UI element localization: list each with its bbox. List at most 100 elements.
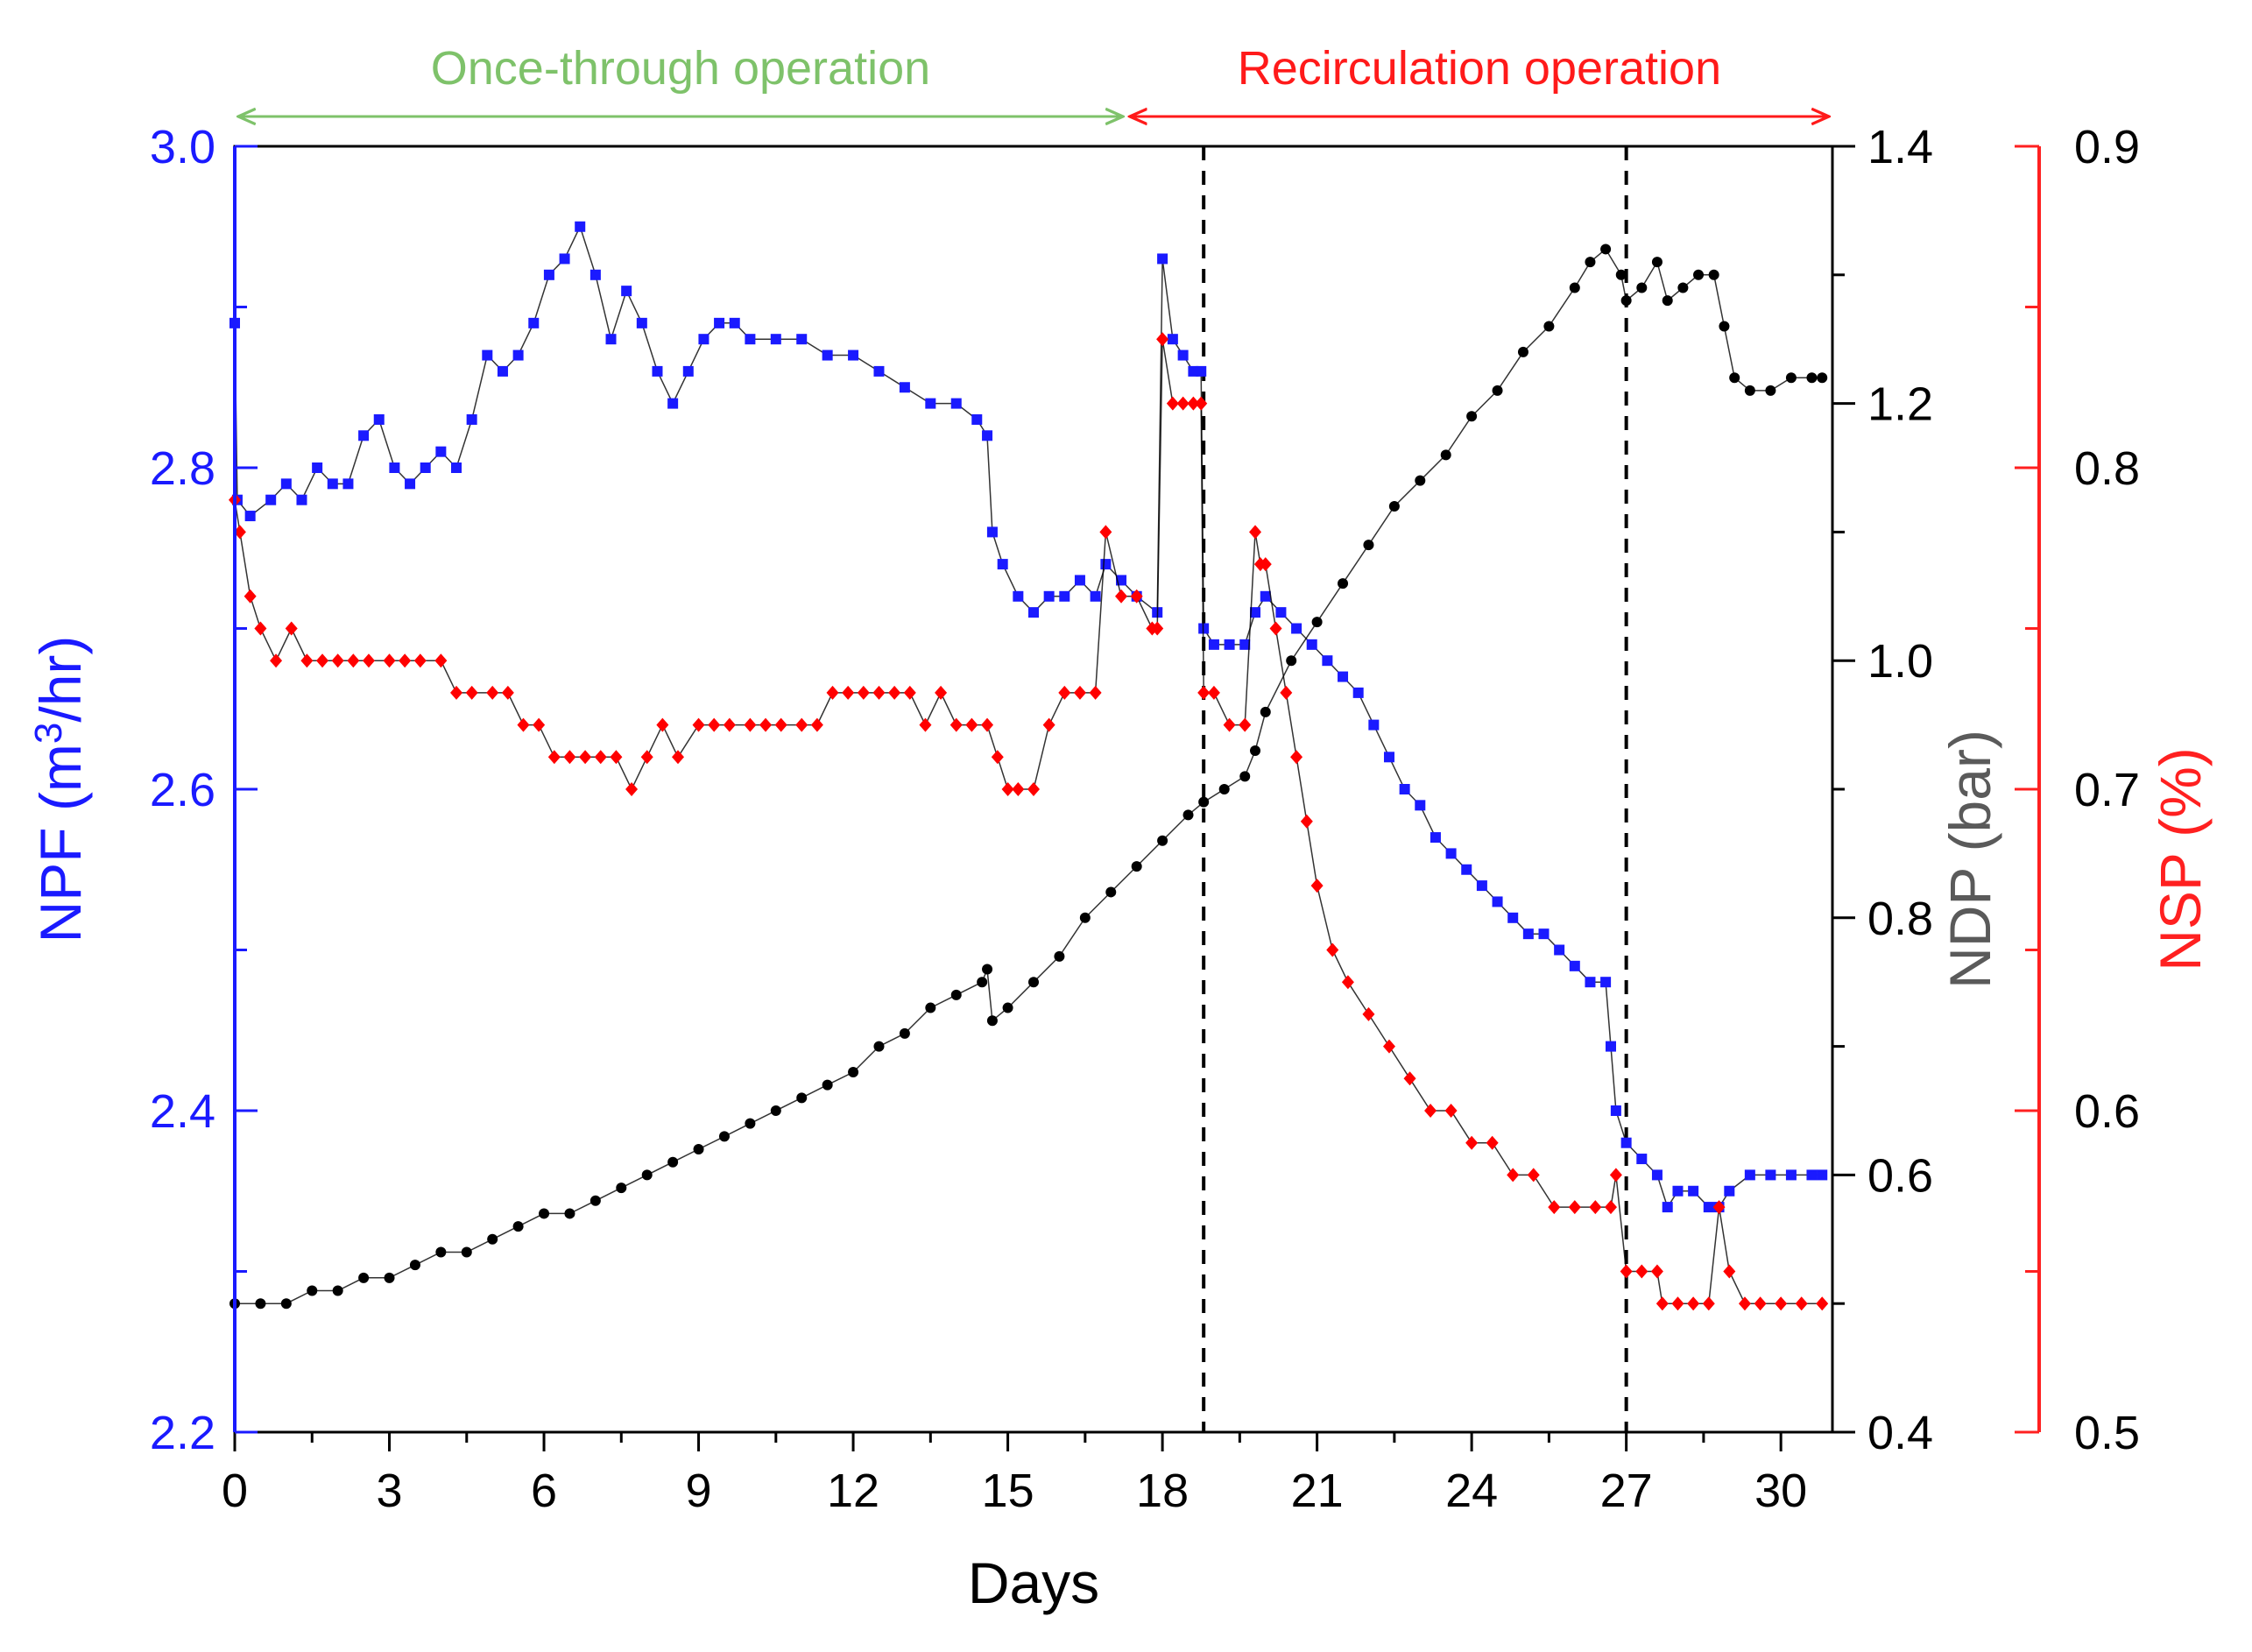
nsp-point [316,653,329,668]
npf-point [312,462,323,473]
nsp-point [919,717,932,732]
ndp-point [1651,257,1663,268]
npf-point [342,478,354,490]
nsp-tick-label: 0.5 [2074,1407,2140,1459]
npf-point [1043,590,1055,602]
nsp-point [1073,685,1086,700]
ndp-point [461,1246,472,1258]
series-npf [229,221,1828,1213]
ndp-tick-label: 1.0 [1867,635,1933,688]
nsp-point [579,750,592,765]
npf-point [1522,928,1534,940]
npf-point [997,559,1008,570]
ndp-point [1693,269,1705,280]
npf-point [605,334,617,345]
npf-axis-title: NPF (m3/hr) [27,636,93,943]
ndp-point [1198,796,1210,808]
nsp-point [1042,717,1055,732]
ndp-point [1028,977,1039,988]
nsp-point [1795,1296,1808,1311]
ndp-point [1708,269,1719,280]
nsp-point [1280,685,1293,700]
nsp-point [672,750,685,765]
npf-title-end: /hr) [28,636,93,723]
npf-point [296,494,307,505]
nsp-point [1151,621,1164,636]
ndp-tick-label: 0.4 [1867,1407,1933,1459]
nsp-tick-label: 0.8 [2074,442,2140,495]
ndp-point [641,1169,653,1181]
ndp-point [1729,372,1740,384]
npf-point [1817,1169,1828,1181]
x-tick-label: 9 [686,1465,712,1517]
nsp-point [1001,782,1014,796]
ndp-point [1079,912,1091,923]
ndp-point [487,1233,498,1245]
nsp-point [708,717,721,732]
npf-point [1600,977,1612,988]
npf-point [1090,590,1101,602]
series-ndp [229,244,1828,1310]
ndp-point [718,1131,730,1142]
x-tick-label: 6 [531,1465,557,1517]
nsp-point [950,717,963,732]
x-tick-label: 15 [982,1465,1034,1517]
ndp-point [1466,411,1478,422]
nsp-point [1754,1296,1767,1311]
ndp-point [564,1208,575,1219]
nsp-point [517,717,530,732]
npf-point [950,398,962,409]
nsp-point [486,685,499,700]
npf-point [1338,671,1349,682]
npf-point [1461,864,1472,875]
ndp-point [745,1118,756,1129]
npf-point [265,494,277,505]
nsp-point [759,717,773,732]
nsp-point [1620,1264,1633,1279]
nsp-point [1424,1104,1437,1118]
ndp-point [1543,321,1555,332]
npf-title-main: NPF (m [28,744,93,942]
npf-point [1785,1169,1797,1181]
nsp-point [1099,525,1112,540]
ndp-point [950,989,962,1000]
ndp-point [1131,861,1142,872]
ndp-tick-label: 1.2 [1867,378,1933,431]
nsp-point [774,717,787,732]
npf-tick-label: 2.4 [150,1085,215,1138]
series-ndp-line [235,248,1823,1304]
npf-point [1445,848,1457,859]
nsp-point [594,750,607,765]
npf-point [420,462,431,473]
nsp-point [1115,589,1128,604]
ndp-point [435,1246,447,1258]
ndp-point [332,1285,343,1296]
npf-point [1662,1202,1673,1213]
nsp-point [991,750,1004,765]
ndp-point [1218,784,1230,794]
npf-point [1177,349,1189,361]
nsp-point [1444,1104,1458,1118]
npf-point [358,430,370,441]
npf-point [435,446,447,457]
npf-point [1250,607,1261,618]
nsp-point [1723,1264,1736,1279]
npf-point [1208,639,1219,650]
npf-point [575,221,586,232]
nsp-point [533,717,546,732]
data-series [229,221,1829,1311]
nsp-point [1775,1296,1788,1311]
nsp-point [965,717,978,732]
nsp-point [826,685,839,700]
nsp-point [1290,750,1303,765]
nsp-point [1012,782,1025,796]
nsp-point [434,653,448,668]
ndp-point [1636,282,1648,293]
nsp-point [1589,1200,1602,1215]
ndp-point [384,1272,395,1283]
phase-once-through-label: Once-through operation [431,42,930,95]
ndp-point [512,1221,524,1232]
npf-point [1688,1185,1699,1197]
npf-point [1275,607,1287,618]
